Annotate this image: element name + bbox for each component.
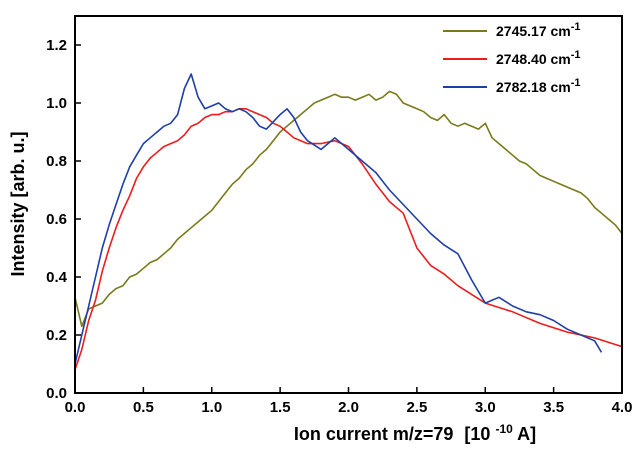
x-tick-label: 0.5 xyxy=(133,399,154,416)
x-tick-label: 1.0 xyxy=(201,399,222,416)
y-tick-label: 0.8 xyxy=(46,153,67,170)
x-axis-unit-prefix: [10 xyxy=(464,424,490,444)
legend: 2745.17 cm-1 2748.40 cm-1 2782.18 cm-1 xyxy=(443,21,581,95)
x-tick-label: 1.5 xyxy=(270,399,291,416)
x-tick-label: 2.5 xyxy=(406,399,427,416)
y-tick-label: 0.4 xyxy=(46,269,68,286)
legend-label-2: 2748.40 cm-1 xyxy=(496,49,581,67)
y-tick-label: 1.2 xyxy=(46,37,67,54)
x-axis-unit-exp: -10 xyxy=(495,422,513,436)
legend-label-3: 2782.18 cm-1 xyxy=(496,77,581,95)
x-axis-unit-suffix: A] xyxy=(517,424,536,444)
x-tick-label: 3.5 xyxy=(543,399,564,416)
x-tick-label: 0.0 xyxy=(65,399,86,416)
series-line-3 xyxy=(74,73,603,365)
plot-frame xyxy=(74,15,623,394)
x-tick-label: 2.0 xyxy=(338,399,359,416)
x-axis-title: Ion current m/z=79 [10 -10 A] xyxy=(294,417,536,444)
y-tick-label: 0.0 xyxy=(46,385,67,402)
x-axis-title-main: Ion current m/z=79 xyxy=(294,424,454,444)
x-tick-label: 3.0 xyxy=(475,399,496,416)
x-tick-label: 4.0 xyxy=(612,399,633,416)
legend-label-1: 2745.17 cm-1 xyxy=(496,21,581,39)
y-axis-title: Intensity [arb. u.] xyxy=(8,131,28,276)
series-layer xyxy=(74,73,623,371)
y-tick-label: 0.6 xyxy=(46,211,67,228)
legend-entry: 2748.40 cm-1 xyxy=(443,49,581,67)
series-line-2 xyxy=(74,108,623,371)
y-tick-label: 0.2 xyxy=(46,327,67,344)
legend-entry: 2782.18 cm-1 xyxy=(443,77,581,95)
ticks-layer: 0.0 0.5 1.0 1.5 2.0 2.5 3.0 3.5 4.0 0.0 0.2 0.4 0.6 0… xyxy=(46,37,632,416)
y-tick-label: 1.0 xyxy=(46,95,67,112)
series-line-1 xyxy=(74,90,623,328)
legend-entry: 2745.17 cm-1 xyxy=(443,21,581,39)
